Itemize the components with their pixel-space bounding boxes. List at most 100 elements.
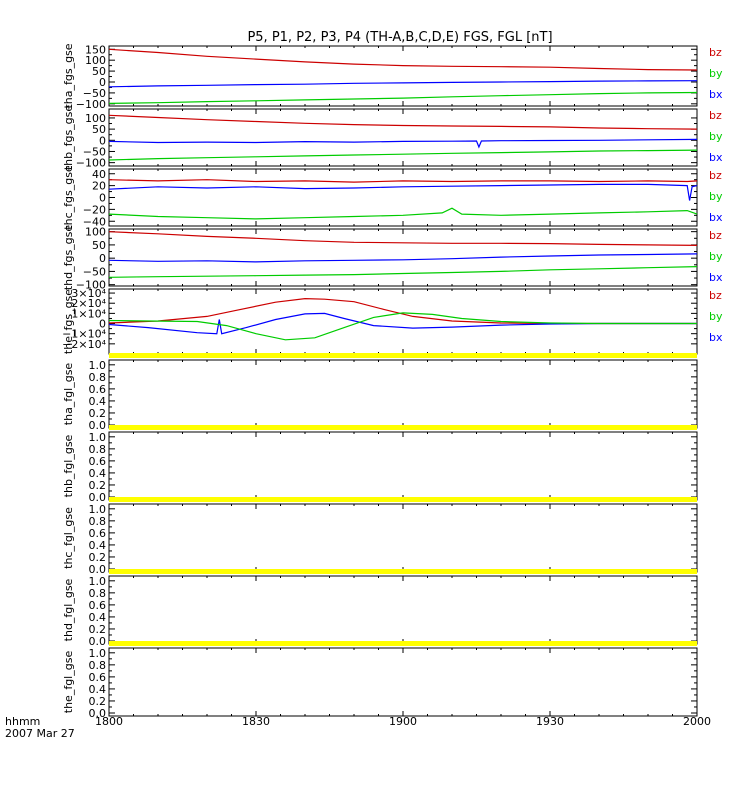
y-tick-label: 0.2 xyxy=(89,479,107,492)
y-tick-label: 0 xyxy=(99,318,106,331)
y-tick-label: −20 xyxy=(83,203,106,216)
y-tick-label: −2×10⁴ xyxy=(62,338,106,351)
y-tick-label: −50 xyxy=(83,145,106,158)
legend-bx: bx xyxy=(709,151,723,164)
y-tick-label: 100 xyxy=(85,54,106,67)
panel-thb_fgl_gse: 1.00.80.60.40.20.0 thb_fgl_gse xyxy=(62,425,698,504)
y-tick-label: 0.4 xyxy=(89,683,107,696)
panel-frame xyxy=(108,359,698,429)
series-line-bz xyxy=(108,48,698,71)
fill-bar xyxy=(109,353,697,358)
y-tick-label: 0.0 xyxy=(89,635,107,648)
y-axis-label: thd_fgl_gse xyxy=(62,578,75,641)
y-tick-label: 50 xyxy=(92,65,106,78)
y-tick-label: 0.6 xyxy=(89,527,107,540)
y-tick-label: 0.8 xyxy=(89,659,107,672)
fill-bar xyxy=(109,569,697,574)
panel-frame xyxy=(108,647,698,717)
x-tick-label: 2000 xyxy=(683,715,711,728)
series-line-by xyxy=(108,138,698,149)
y-tick-label: 3×10⁴ xyxy=(71,287,106,300)
y-tick-label: 100 xyxy=(85,112,106,125)
legend-by: by xyxy=(709,310,723,323)
panel-the_fgl_gse: 1.00.80.60.40.20.0 the_fgl_gse xyxy=(62,641,698,720)
y-tick-label: 0.0 xyxy=(89,419,107,432)
legend-bx: bx xyxy=(709,211,723,224)
y-tick-label: 0.6 xyxy=(89,455,107,468)
series-line-bx xyxy=(108,149,698,161)
series-line-bz xyxy=(108,114,698,130)
chart-title: P5, P1, P2, P3, P4 (TH-A,B,C,D,E) FGS, F… xyxy=(247,30,552,45)
y-tick-label: 20 xyxy=(92,180,106,193)
y-tick-label: −1×10⁴ xyxy=(62,328,106,341)
x-tick-label: 1900 xyxy=(389,715,417,728)
y-tick-label: −50 xyxy=(83,265,106,278)
series-line-bx xyxy=(108,266,698,278)
panel-thd_fgl_gse: 1.00.80.60.40.20.0 thd_fgl_gse xyxy=(62,569,698,648)
y-tick-label: 0.0 xyxy=(89,707,107,720)
y-tick-label: 0 xyxy=(99,252,106,265)
y-tick-label: 150 xyxy=(85,43,106,56)
series-line-bz xyxy=(108,179,698,183)
fill-bar xyxy=(109,641,697,646)
panel-thc_fgl_gse: 1.00.80.60.40.20.0 thc_fgl_gse xyxy=(62,497,698,576)
series-line-by xyxy=(108,253,698,263)
y-axis-label: thb_fgl_gse xyxy=(62,434,75,497)
y-tick-label: 0 xyxy=(99,76,106,89)
series-line-bx xyxy=(108,312,697,341)
x-tick-label: 1800 xyxy=(95,715,123,728)
legend-by: by xyxy=(709,130,723,143)
y-tick-label: 0.0 xyxy=(89,491,107,504)
y-tick-label: −100 xyxy=(76,157,106,170)
legend-bx: bx xyxy=(709,271,723,284)
y-tick-label: 1.0 xyxy=(89,647,107,660)
y-axis-label: thc_fgs_gse xyxy=(62,165,75,230)
series-line-by xyxy=(108,80,698,88)
legend-by: by xyxy=(709,250,723,263)
y-tick-label: 1.0 xyxy=(89,575,107,588)
y-tick-label: 1.0 xyxy=(89,431,107,444)
legend-bx: bx xyxy=(709,88,723,101)
y-axis-label: thb_fgs_gse xyxy=(62,105,75,171)
y-axis-label: thd_fgs_gse xyxy=(62,225,75,291)
y-tick-label: 50 xyxy=(92,239,106,252)
y-tick-label: 0.4 xyxy=(89,467,107,480)
panel-frame xyxy=(108,228,698,287)
legend-bz: bz xyxy=(709,46,722,59)
x-tick-label: 1830 xyxy=(242,715,270,728)
y-tick-label: 0.8 xyxy=(89,515,107,528)
y-tick-label: 0.4 xyxy=(89,611,107,624)
y-tick-label: −100 xyxy=(76,279,106,292)
series-line-bz xyxy=(108,297,697,325)
y-tick-label: 0.2 xyxy=(89,407,107,420)
y-tick-label: 1.0 xyxy=(89,359,107,372)
y-tick-label: 40 xyxy=(92,168,106,181)
legend-bz: bz xyxy=(709,229,722,242)
fill-bar xyxy=(109,497,697,502)
y-tick-label: 0 xyxy=(99,134,106,147)
y-tick-label: 0.8 xyxy=(89,443,107,456)
series-line-by xyxy=(108,312,697,335)
y-axis-label: tha_fgs_gse xyxy=(62,43,75,108)
y-tick-label: 0.8 xyxy=(89,587,107,600)
y-tick-label: 0.6 xyxy=(89,671,107,684)
y-axis-label: the_fgl_gse xyxy=(62,651,75,714)
panel-frame xyxy=(108,503,698,573)
series-line-bz xyxy=(108,231,698,246)
legend-bz: bz xyxy=(709,109,722,122)
time-axis-label-hhmm: hhmm xyxy=(5,715,40,728)
y-tick-label: −100 xyxy=(76,98,106,111)
series-line-by xyxy=(108,183,698,201)
y-tick-label: 0.2 xyxy=(89,695,107,708)
y-tick-label: −50 xyxy=(83,87,106,100)
y-tick-label: 0.2 xyxy=(89,623,107,636)
series-line-bx xyxy=(108,91,698,104)
y-tick-label: 0.4 xyxy=(89,539,107,552)
time-axis: hhmm 2007 Mar 27 1800 1830 1900 1930 2000 xyxy=(5,715,711,740)
y-axis-label: the_fgs_gse xyxy=(62,289,75,354)
